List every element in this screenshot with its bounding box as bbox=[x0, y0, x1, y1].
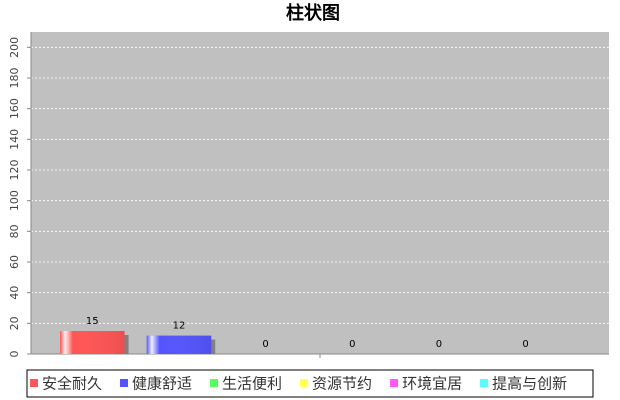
y-tick-label: 100 bbox=[8, 190, 21, 211]
legend-label: 资源节约 bbox=[312, 375, 372, 393]
value-label: 12 bbox=[173, 321, 186, 332]
chart-title: 柱状图 bbox=[286, 2, 340, 24]
value-label: 0 bbox=[262, 339, 268, 350]
legend-label: 安全耐久 bbox=[42, 375, 102, 393]
legend-label: 提高与创新 bbox=[492, 375, 567, 393]
y-tick-label: 0 bbox=[8, 351, 21, 358]
legend-swatch bbox=[480, 379, 489, 387]
legend-label: 生活便利 bbox=[222, 375, 282, 393]
legend-swatch bbox=[300, 379, 309, 387]
y-tick-label: 120 bbox=[8, 160, 21, 181]
y-tick-label: 200 bbox=[8, 37, 21, 58]
value-label: 0 bbox=[436, 339, 442, 350]
bar-shine bbox=[60, 331, 125, 354]
value-label: 0 bbox=[522, 339, 528, 350]
bar-shine bbox=[146, 335, 212, 354]
legend-swatch bbox=[30, 379, 38, 387]
y-tick-label: 40 bbox=[8, 286, 21, 300]
value-label: 0 bbox=[349, 339, 355, 350]
legend-label: 健康舒适 bbox=[132, 375, 192, 393]
y-tick-label: 60 bbox=[8, 255, 21, 269]
y-tick-label: 180 bbox=[8, 68, 21, 89]
legend-swatch bbox=[120, 379, 129, 387]
y-tick-label: 80 bbox=[8, 224, 21, 238]
legend-swatch bbox=[390, 379, 399, 387]
plot-area bbox=[31, 32, 609, 354]
legend-swatch bbox=[210, 379, 219, 387]
legend-label: 环境宜居 bbox=[402, 375, 462, 393]
value-label: 15 bbox=[86, 316, 99, 327]
y-tick-label: 140 bbox=[8, 129, 21, 150]
y-tick-label: 20 bbox=[8, 316, 21, 330]
y-tick-label: 160 bbox=[8, 98, 21, 119]
